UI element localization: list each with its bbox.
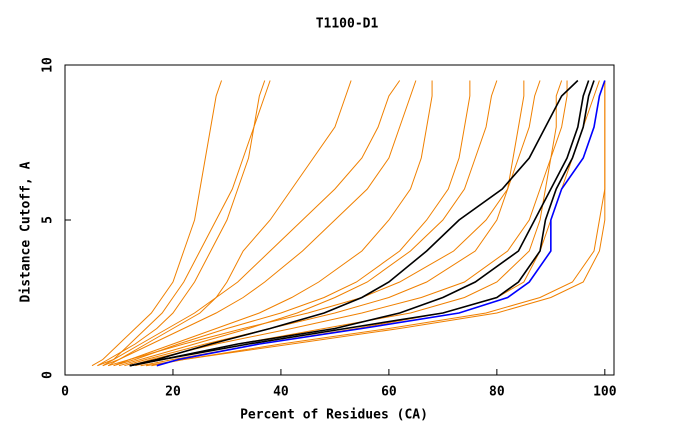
series-line	[97, 80, 266, 367]
x-tick-label: 100	[593, 385, 617, 400]
x-tick-label: 80	[489, 385, 505, 400]
series-line	[97, 80, 401, 367]
series-line	[156, 80, 606, 367]
series-line	[129, 80, 568, 367]
y-tick-label: 5	[41, 216, 56, 224]
series-line	[113, 80, 433, 367]
series-line	[145, 80, 606, 367]
series-line	[108, 80, 541, 367]
series-line	[140, 80, 600, 367]
y-tick-label: 0	[41, 371, 56, 379]
series-line	[102, 80, 417, 367]
series-line	[129, 80, 595, 367]
x-tick-label: 20	[165, 385, 181, 400]
series-line	[124, 80, 525, 367]
series-line	[135, 80, 563, 367]
series-line	[102, 80, 271, 367]
y-axis-label: Distance Cutoff, A	[19, 161, 34, 302]
x-axis-label: Percent of Residues (CA)	[240, 408, 428, 423]
series-line	[118, 80, 498, 367]
series-line	[107, 80, 352, 367]
series-line	[129, 80, 590, 367]
chart-title: T1100-D1	[316, 17, 379, 32]
series-line	[113, 80, 471, 367]
x-tick-label: 0	[61, 385, 69, 400]
series-line	[91, 80, 223, 367]
x-tick-label: 40	[273, 385, 289, 400]
series-line	[129, 79, 579, 367]
y-tick-label: 10	[41, 57, 56, 73]
x-tick-label: 60	[381, 385, 397, 400]
